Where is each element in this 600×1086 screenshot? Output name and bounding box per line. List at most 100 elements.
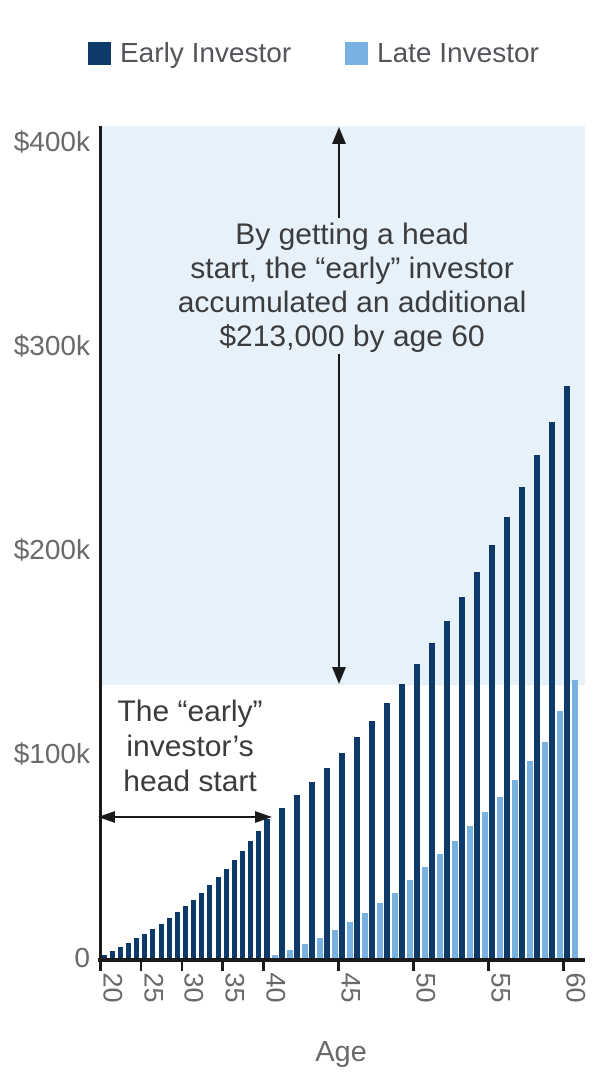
bar-late-age-48: [392, 892, 398, 958]
bar-late-age-51: [437, 853, 443, 958]
legend-label-early: Early Investor: [120, 37, 292, 68]
x-tick-label: 40: [260, 971, 291, 1003]
arrow-right-icon: [255, 810, 272, 823]
x-tick-label: 30: [179, 971, 210, 1003]
main-annotation-line: $213,000 by age 60: [219, 320, 485, 353]
bar-early-age-34: [215, 877, 221, 958]
x-tick-label: 35: [219, 971, 250, 1003]
x-tick-mark: [412, 962, 415, 971]
bar-late-age-50: [422, 867, 428, 958]
legend-swatch-late-icon: [345, 42, 368, 65]
main-annotation-line: accumulated an additional: [177, 286, 527, 319]
y-tick-label: 0: [74, 942, 90, 973]
bar-early-age-41: [278, 807, 285, 958]
bar-early-age-39: [256, 830, 262, 958]
bar-early-age-35: [223, 869, 229, 958]
x-tick-label: 50: [410, 971, 441, 1003]
bar-late-age-55: [497, 796, 503, 958]
bar-early-age-42: [293, 795, 300, 958]
bar-late-age-46: [362, 913, 368, 958]
bar-early-age-49: [398, 684, 405, 958]
bar-late-age-41: [287, 949, 293, 958]
y-tick-label: $300k: [13, 330, 90, 361]
y-tick-label: $100k: [13, 738, 90, 769]
bar-early-age-59: [548, 421, 555, 958]
bar-late-age-40: [272, 954, 278, 958]
bar-late-age-56: [512, 779, 518, 958]
x-tick-label: 20: [97, 971, 128, 1003]
horizontal-arrow-shaft: [108, 816, 264, 819]
bar-early-age-51: [428, 643, 435, 958]
arrow-left-icon: [98, 810, 115, 823]
bar-early-age-33: [207, 885, 213, 958]
x-tick-mark: [487, 962, 490, 971]
bar-early-age-24: [134, 938, 140, 958]
bar-early-age-48: [383, 702, 390, 958]
legend-swatch-early-icon: [88, 42, 111, 65]
x-tick-mark: [562, 962, 565, 971]
bar-early-age-58: [533, 455, 540, 958]
legend-label-late: Late Investor: [377, 37, 539, 68]
main-annotation: By getting a head start, the “early” inv…: [150, 218, 554, 354]
bar-early-age-53: [458, 596, 465, 958]
bar-early-age-31: [191, 899, 197, 958]
arrow-down-icon: [332, 667, 346, 684]
bar-late-age-42: [302, 943, 308, 958]
highlight-shade-region: [101, 126, 585, 685]
bar-early-age-52: [443, 620, 450, 958]
bar-early-age-55: [488, 545, 495, 958]
bar-late-age-43: [317, 937, 323, 958]
bar-early-age-50: [413, 664, 420, 958]
bar-early-age-30: [183, 906, 188, 958]
headstart-annotation-line: head start: [123, 765, 257, 798]
x-axis-title: Age: [315, 1036, 367, 1068]
y-tick-label: $400k: [13, 126, 90, 157]
bar-early-age-54: [473, 571, 480, 958]
bar-early-age-21: [109, 950, 115, 958]
x-axis-line: [98, 958, 585, 962]
bar-late-age-44: [332, 930, 338, 958]
bar-late-age-52: [452, 840, 458, 958]
bar-late-age-49: [407, 880, 413, 958]
bar-early-age-25: [142, 933, 148, 958]
bar-early-age-46: [353, 737, 360, 958]
bar-early-age-26: [150, 928, 156, 958]
bar-late-age-60: [572, 679, 578, 958]
main-annotation-line: start, the “early” investor: [190, 252, 514, 285]
bar-late-age-45: [347, 922, 353, 958]
bar-early-age-28: [166, 918, 172, 958]
headstart-annotation-line: investor’s: [126, 730, 254, 763]
bar-late-age-47: [377, 902, 383, 958]
bar-late-age-53: [467, 826, 473, 958]
vertical-arrow-shaft: [337, 138, 341, 672]
bar-early-age-23: [125, 942, 131, 958]
x-tick-label: 60: [560, 971, 591, 1003]
bar-late-age-54: [482, 812, 488, 958]
x-tick-mark: [262, 962, 265, 971]
bar-late-age-59: [557, 711, 563, 958]
bar-early-age-56: [503, 516, 510, 958]
x-tick-mark: [180, 962, 183, 971]
bar-early-age-47: [368, 720, 375, 958]
headstart-annotation: The “early” investor’s head start: [100, 694, 280, 799]
bar-early-age-36: [231, 860, 237, 958]
bar-early-age-37: [240, 850, 246, 958]
x-tick-mark: [221, 962, 224, 971]
bar-early-age-20: [101, 954, 107, 958]
bar-early-age-22: [117, 946, 123, 958]
bar-early-age-60: [563, 385, 570, 958]
y-axis-line: [99, 126, 102, 962]
x-tick-label: 55: [485, 971, 516, 1003]
bar-early-age-57: [518, 486, 525, 958]
bar-early-age-29: [174, 912, 180, 958]
bar-early-age-44: [323, 767, 330, 958]
bar-early-age-40: [263, 819, 270, 958]
bar-early-age-27: [158, 923, 164, 958]
headstart-annotation-line: The “early”: [117, 695, 263, 728]
x-tick-mark: [99, 962, 102, 971]
bar-early-age-38: [248, 841, 254, 958]
x-tick-mark: [139, 962, 143, 971]
arrow-up-icon: [332, 127, 346, 144]
y-tick-label: $200k: [13, 534, 90, 565]
main-annotation-line: By getting a head: [235, 218, 469, 251]
